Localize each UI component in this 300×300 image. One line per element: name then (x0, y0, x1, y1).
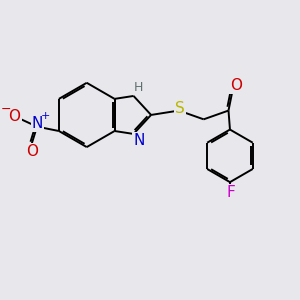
Text: H: H (134, 81, 143, 94)
Text: +: + (41, 110, 50, 121)
Text: −: − (1, 103, 11, 116)
Text: N: N (133, 133, 145, 148)
Text: N: N (32, 116, 43, 130)
Text: S: S (175, 101, 185, 116)
Text: F: F (226, 185, 235, 200)
Text: O: O (26, 144, 38, 159)
Text: O: O (230, 78, 242, 93)
Text: O: O (8, 109, 20, 124)
